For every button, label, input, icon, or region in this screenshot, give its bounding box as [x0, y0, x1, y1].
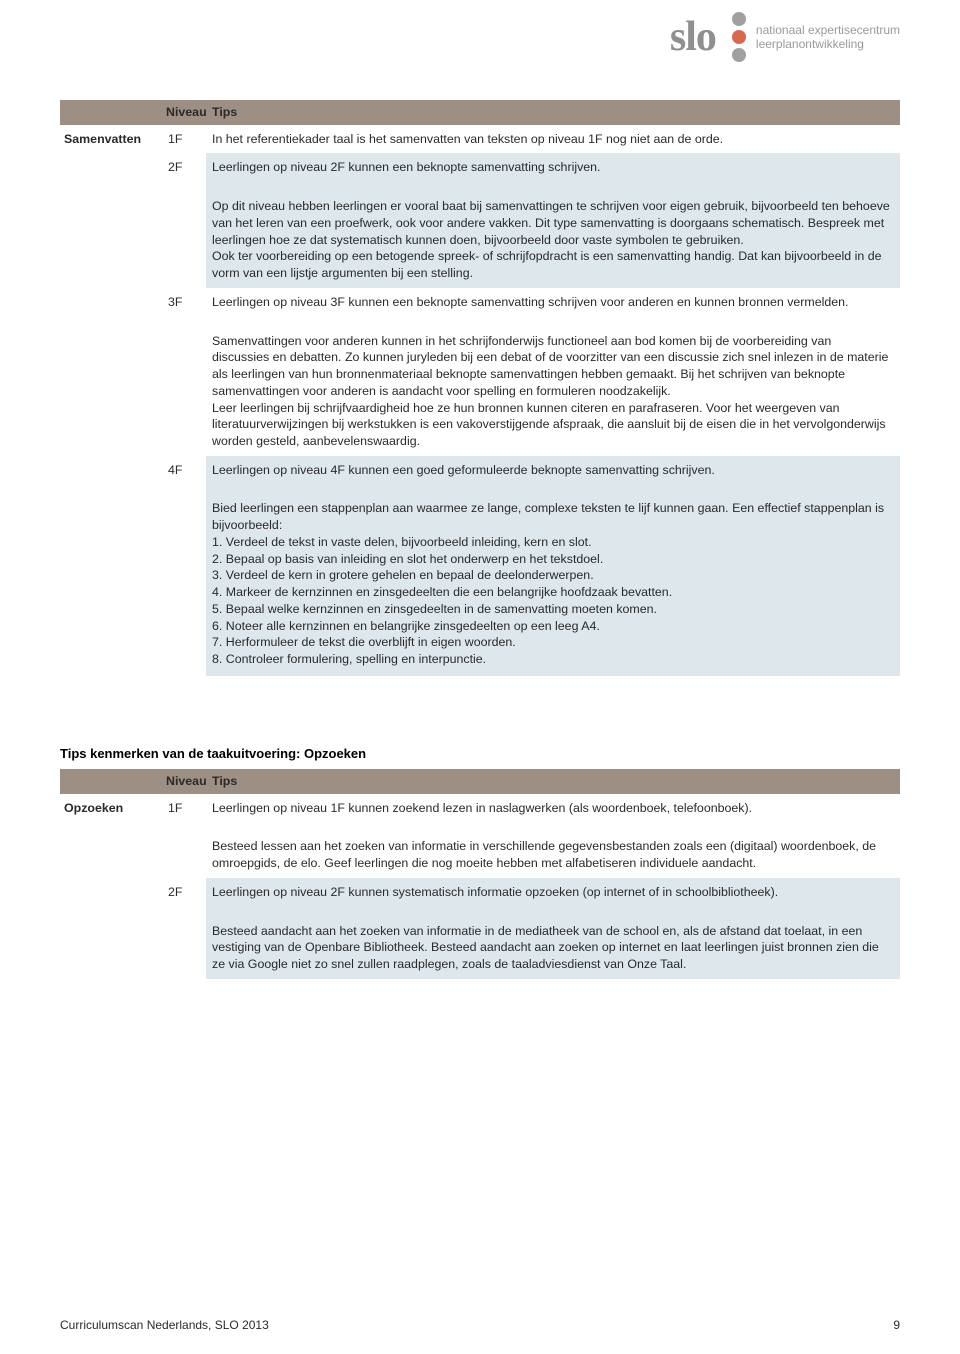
level-cell: 4F [160, 456, 206, 676]
step-item: 3. Verdeel de kern in grotere gehelen en… [212, 567, 890, 584]
side-label-cell: Samenvatten [60, 125, 160, 676]
table-header-row: Niveau Tips [60, 769, 900, 794]
tips-cell: In het referentiekader taal is het samen… [206, 125, 900, 154]
paragraph: Besteed lessen aan het zoeken van inform… [212, 838, 890, 871]
table-row: 2F Leerlingen op niveau 2F kunnen system… [60, 878, 900, 907]
content: Niveau Tips Samenvatten 1F In het refere… [60, 100, 900, 979]
side-label-cell: Opzoeken [60, 794, 160, 979]
tips-lead: Leerlingen op niveau 2F kunnen systemati… [206, 878, 900, 907]
logo: slo nationaal expertisecentrum leerplano… [670, 12, 900, 62]
table-opzoeken: Niveau Tips Opzoeken 1F Leerlingen op ni… [60, 769, 900, 979]
tips-body: Besteed aandacht aan het zoeken van info… [206, 907, 900, 979]
paragraph: Samenvattingen voor anderen kunnen in he… [212, 333, 890, 450]
table-row: 3F Leerlingen op niveau 3F kunnen een be… [60, 288, 900, 317]
footer: Curriculumscan Nederlands, SLO 2013 9 [60, 1318, 900, 1332]
header-cell-niveau: Niveau [160, 769, 206, 794]
page: slo nationaal expertisecentrum leerplano… [0, 0, 960, 1354]
dot-icon [732, 12, 746, 26]
header-cell-tips: Tips [206, 769, 900, 794]
table-row: Samenvatten 1F In het referentiekader ta… [60, 125, 900, 154]
step-item: 6. Noteer alle kernzinnen en belangrijke… [212, 618, 890, 635]
header-cell-niveau: Niveau [160, 100, 206, 125]
level-cell: 1F [160, 794, 206, 878]
step-item: 5. Bepaal welke kernzinnen en zinsgedeel… [212, 601, 890, 618]
footer-left: Curriculumscan Nederlands, SLO 2013 [60, 1318, 269, 1332]
table-row: 4F Leerlingen op niveau 4F kunnen een go… [60, 456, 900, 485]
table-samenvatten: Niveau Tips Samenvatten 1F In het refere… [60, 100, 900, 676]
tips-lead: Leerlingen op niveau 2F kunnen een bekno… [206, 153, 900, 182]
tips-body: Op dit niveau hebben leerlingen er voora… [206, 182, 900, 288]
step-list: 1. Verdeel de tekst in vaste delen, bijv… [212, 534, 890, 668]
tagline-line: leerplanontwikkeling [756, 37, 864, 51]
side-label: Opzoeken [60, 794, 160, 823]
logo-dots [732, 12, 746, 62]
level-cell: 2F [160, 878, 206, 979]
header-cell-tips: Tips [206, 100, 900, 125]
section-opzoeken: Tips kenmerken van de taakuitvoering: Op… [60, 746, 900, 979]
tips-lead: Leerlingen op niveau 3F kunnen een bekno… [206, 288, 900, 317]
logo-tagline: nationaal expertisecentrum leerplanontwi… [756, 23, 900, 52]
step-item: 1. Verdeel de tekst in vaste delen, bijv… [212, 534, 890, 551]
header-cell-empty [60, 100, 160, 125]
level-cell: 2F [160, 153, 206, 287]
tips-body: Samenvattingen voor anderen kunnen in he… [206, 317, 900, 456]
table-row: 2F Leerlingen op niveau 2F kunnen een be… [60, 153, 900, 182]
tips-lead: Leerlingen op niveau 1F kunnen zoekend l… [206, 794, 900, 823]
tips-lead: Leerlingen op niveau 4F kunnen een goed … [206, 456, 900, 485]
footer-page-number: 9 [893, 1318, 900, 1332]
paragraph: Bied leerlingen een stappenplan aan waar… [212, 500, 890, 533]
dot-icon [732, 48, 746, 62]
tips-body: Besteed lessen aan het zoeken van inform… [206, 822, 900, 877]
side-label: Samenvatten [60, 125, 160, 154]
level-cell: 1F [160, 125, 206, 154]
logo-text: slo [670, 13, 716, 61]
table-row: Opzoeken 1F Leerlingen op niveau 1F kunn… [60, 794, 900, 823]
section-title: Tips kenmerken van de taakuitvoering: Op… [60, 746, 900, 761]
dot-icon [732, 30, 746, 44]
tips-body: Bied leerlingen een stappenplan aan waar… [206, 484, 900, 673]
level-cell: 3F [160, 288, 206, 456]
paragraph: Op dit niveau hebben leerlingen er voora… [212, 198, 890, 282]
paragraph: Besteed aandacht aan het zoeken van info… [212, 923, 890, 973]
step-item: 8. Controleer formulering, spelling en i… [212, 651, 890, 668]
step-item: 4. Markeer de kernzinnen en zinsgedeelte… [212, 584, 890, 601]
header-cell-empty [60, 769, 160, 794]
step-item: 2. Bepaal op basis van inleiding en slot… [212, 551, 890, 568]
tagline-line: nationaal expertisecentrum [756, 23, 900, 37]
step-item: 7. Herformuleer de tekst die overblijft … [212, 634, 890, 651]
table-header-row: Niveau Tips [60, 100, 900, 125]
